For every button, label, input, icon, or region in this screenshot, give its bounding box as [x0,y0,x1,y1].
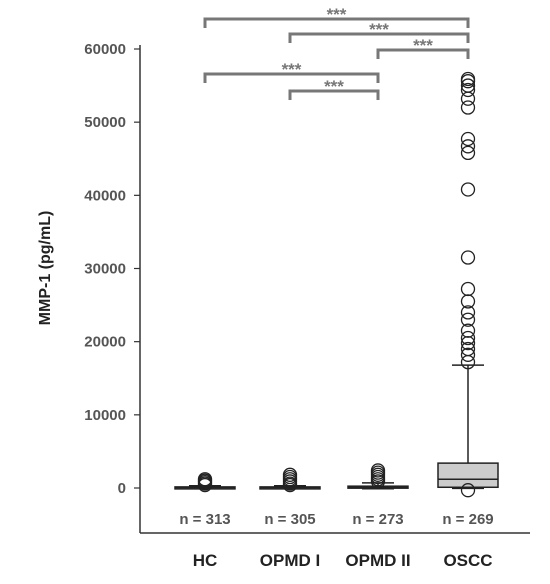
significance-bracket: *** [203,60,380,83]
outlier-point [460,330,476,346]
n-label: n = 269 [442,511,493,528]
outlier-point [460,305,476,320]
box-group-oscc [437,71,499,498]
y-tick-label: 0 [118,480,126,497]
box-group-opmd-ii [347,463,409,490]
significance-label: *** [413,36,433,55]
bracket-line [288,89,380,100]
significance-label: *** [324,77,344,96]
significance-bracket: *** [288,77,380,100]
box-group-hc [174,472,236,493]
bracket-line [376,48,470,59]
outlier-point [460,483,476,498]
significance-brackets: *** *** *** *** *** [203,5,470,100]
y-axis-label: MMP-1 (pg/mL) [37,211,54,326]
significance-label: *** [327,5,347,24]
bracket-line [203,17,470,28]
outlier-point [460,182,476,197]
x-category-label: OPMD I [260,551,320,570]
x-category-label: OSCC [443,551,492,570]
box-iqr [437,462,499,489]
outlier-point [460,347,476,362]
x-category-label: OPMD II [345,551,410,570]
x-category-label: HC [193,551,218,570]
n-label: n = 305 [264,511,315,528]
outlier-point [460,312,476,327]
outlier-point [460,139,476,154]
axes [139,45,530,534]
outlier-point [460,341,476,357]
y-tick-label: 30000 [84,261,126,278]
outlier-point [460,71,476,87]
n-label: n = 313 [179,511,230,528]
bracket-line [203,72,380,83]
y-tick-label: 10000 [84,407,126,424]
outlier-point [282,467,298,482]
y-tick-label: 60000 [84,41,126,58]
box-group-opmd-i [259,467,321,493]
significance-bracket: *** [376,36,470,59]
bracket-line [288,32,470,43]
outlier-point [370,463,386,478]
significance-label: *** [369,20,389,39]
y-tick-label: 40000 [84,187,126,204]
outlier-point [460,250,476,265]
significance-bracket: *** [203,5,470,28]
significance-label: *** [282,60,302,79]
outlier-point [197,472,213,487]
boxes [174,71,499,498]
sample-size-labels: n = 313 n = 305 n = 273 n = 269 [179,511,493,528]
outlier-point [460,323,476,338]
outlier-point [460,131,476,147]
y-tick-label: 50000 [84,114,126,131]
outlier-point [460,78,476,93]
outlier-point [460,100,476,115]
n-label: n = 273 [352,511,403,528]
outlier-point [460,82,476,98]
outlier-point [460,145,476,161]
y-tick-label: 20000 [84,334,126,351]
significance-bracket: *** [288,20,470,43]
outlier-point [460,281,476,297]
y-axis-ticks: 0 10000 20000 30000 40000 50000 60000 [84,41,140,497]
x-axis-categories: HC OPMD I OPMD II OSCC [193,551,493,570]
